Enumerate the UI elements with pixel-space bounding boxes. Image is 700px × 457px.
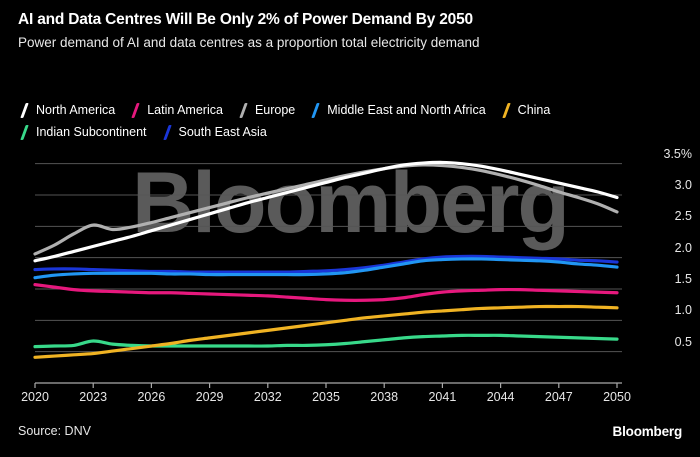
y-axis-tick-label: 2.5 (674, 209, 692, 224)
x-axis-tick-label: 2047 (544, 390, 573, 404)
chart-subtitle: Power demand of AI and data centres as a… (18, 35, 480, 50)
legend-item[interactable]: South East Asia (161, 122, 267, 142)
chart-header: AI and Data Centres Will Be Only 2% of P… (18, 10, 678, 52)
y-axis-tick-label: 3.0 (674, 178, 692, 192)
bloomberg-logo: Bloomberg (612, 424, 683, 439)
y-axis-tick-label: 1.5 (674, 272, 692, 286)
legend-label: Latin America (147, 103, 223, 117)
legend-item[interactable]: Middle East and North Africa (309, 100, 485, 120)
x-axis-tick-label: 2032 (253, 390, 282, 404)
legend-item[interactable]: Europe (237, 100, 295, 120)
series-line (33, 333, 619, 349)
series-line (33, 254, 619, 274)
y-axis-tick-label: 2.0 (674, 240, 692, 255)
legend-label: Middle East and North Africa (327, 103, 486, 117)
legend-item[interactable]: North America (18, 100, 115, 120)
y-axis-tick-label: 3.5% (663, 146, 693, 161)
x-axis-labels: 2020 2023 2026 2029 2032 2035 2038 2041 2044 2047… (0, 390, 700, 408)
x-axis-tick-label: 2050 (603, 390, 631, 404)
series-line (33, 257, 619, 280)
x-axis-tick-label: 2035 (312, 390, 340, 404)
x-axis-tick-label: 2044 (486, 390, 515, 404)
series-line (33, 304, 619, 359)
series-line (33, 283, 619, 302)
legend-item[interactable]: China (500, 100, 551, 120)
x-axis-tick-label: 2020 (21, 390, 49, 404)
series-line (33, 160, 619, 263)
x-axis-tick-label: 2041 (428, 390, 457, 404)
legend-label: China (517, 103, 551, 117)
x-axis-tick-label: 2023 (79, 390, 108, 404)
legend-label: South East Asia (178, 125, 267, 139)
legend-label: Indian Subcontinent (36, 125, 147, 139)
x-axis-tick-label: 2029 (195, 390, 224, 404)
y-axis-tick-label: 0.5 (674, 334, 692, 349)
chart-title: AI and Data Centres Will Be Only 2% of P… (18, 11, 473, 28)
chart-footer: Source: DNV Bloomberg (0, 424, 700, 448)
legend-item[interactable]: Latin America (129, 100, 223, 120)
series-line (33, 163, 619, 256)
legend-label: North America (36, 103, 116, 117)
legend-item[interactable]: Indian Subcontinent (18, 122, 147, 142)
legend-label: Europe (254, 103, 296, 117)
source-note: Source: DNV (18, 424, 91, 438)
x-axis-tick-label: 2038 (370, 390, 399, 404)
x-axis-tick-label: 2026 (137, 390, 166, 404)
y-axis-tick-label: 1.0 (674, 303, 692, 318)
chart-legend: North America Latin America Europe Middle E… (18, 100, 688, 142)
